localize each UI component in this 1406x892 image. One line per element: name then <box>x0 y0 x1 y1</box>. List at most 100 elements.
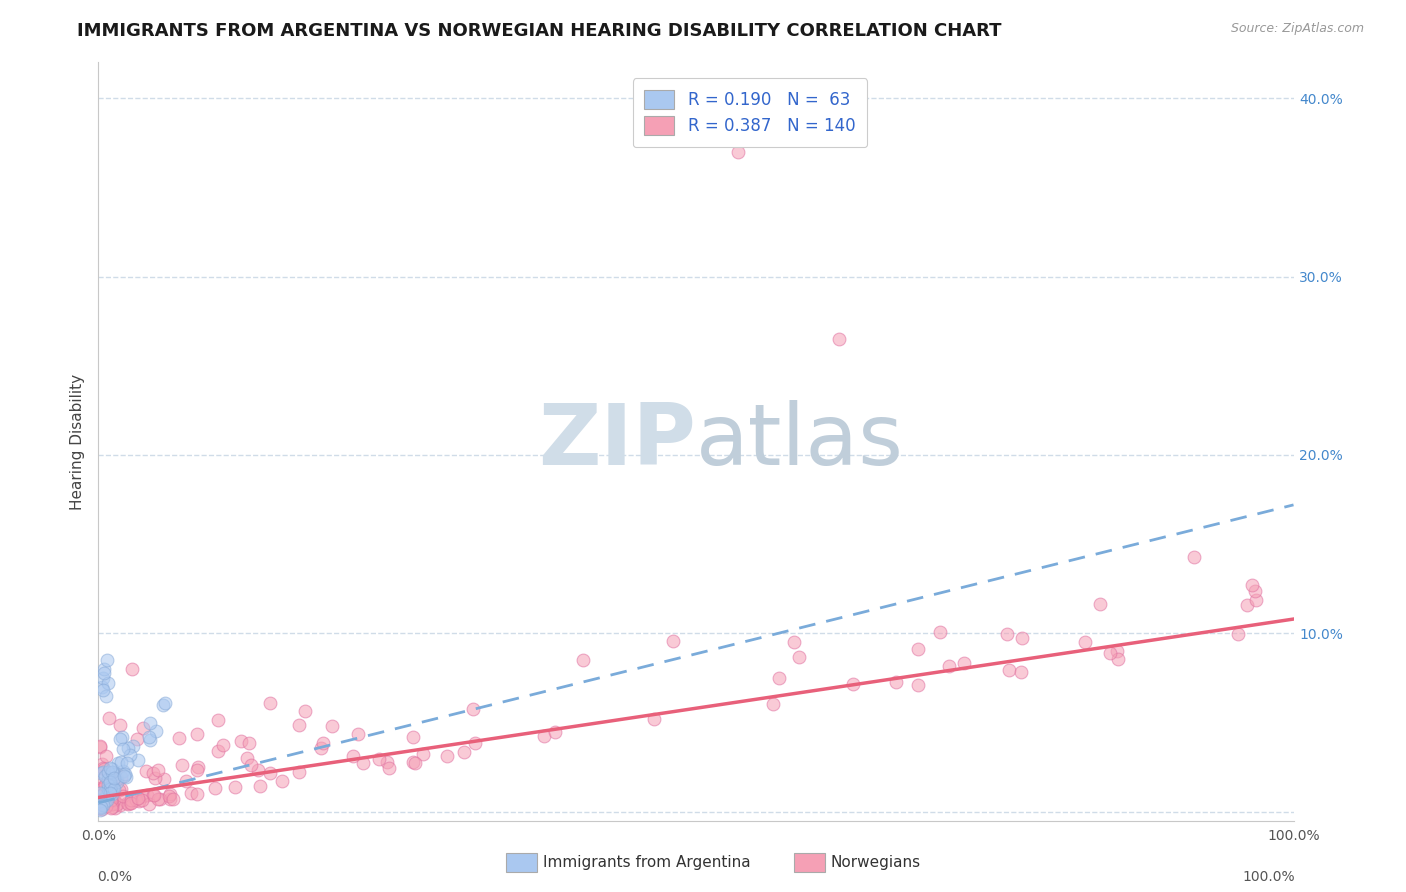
Point <box>117 797 139 811</box>
Point <box>91 802 114 816</box>
Point <box>111 730 134 744</box>
Point <box>105 772 128 787</box>
Point <box>143 771 166 785</box>
Point <box>107 756 129 770</box>
Point <box>247 763 270 777</box>
Point <box>118 797 141 811</box>
Point <box>103 766 125 780</box>
Point <box>1107 651 1129 665</box>
Point <box>94 794 117 808</box>
Point <box>149 791 172 805</box>
Point <box>96 749 118 764</box>
Point <box>155 696 177 710</box>
Text: 0.0%: 0.0% <box>97 870 132 884</box>
Point <box>142 766 165 780</box>
Point <box>1010 665 1032 680</box>
Point <box>157 789 180 804</box>
Point <box>98 774 121 789</box>
Point <box>187 760 209 774</box>
Point <box>139 715 162 730</box>
Point <box>103 780 125 794</box>
Point <box>96 653 118 667</box>
Point <box>97 764 120 779</box>
Point <box>127 731 149 746</box>
Point <box>108 718 131 732</box>
Point <box>367 752 389 766</box>
Point <box>104 801 127 815</box>
Point <box>100 780 122 794</box>
Point <box>533 729 555 743</box>
Point <box>402 756 425 770</box>
Point <box>93 765 115 780</box>
Point <box>90 765 112 780</box>
Point <box>97 781 120 796</box>
Point <box>1244 584 1267 599</box>
Point <box>352 756 374 771</box>
Point <box>94 769 117 783</box>
Point <box>1246 592 1268 607</box>
Point <box>207 744 229 758</box>
Text: 100.0%: 100.0% <box>1241 870 1295 884</box>
Point <box>180 785 202 799</box>
Point <box>94 689 117 703</box>
Point <box>94 778 117 792</box>
Point <box>89 739 111 753</box>
Point <box>91 683 114 698</box>
Point <box>259 696 281 710</box>
Point <box>127 791 149 805</box>
Point <box>288 764 311 779</box>
Text: IMMIGRANTS FROM ARGENTINA VS NORWEGIAN HEARING DISABILITY CORRELATION CHART: IMMIGRANTS FROM ARGENTINA VS NORWEGIAN H… <box>77 22 1002 40</box>
Point <box>135 764 157 778</box>
Point <box>105 774 128 789</box>
Point <box>91 798 114 813</box>
Point <box>464 736 486 750</box>
Point <box>907 677 929 691</box>
Point <box>212 738 235 752</box>
Point <box>259 765 281 780</box>
Point <box>93 792 115 806</box>
Point <box>571 653 593 667</box>
Point <box>762 698 785 712</box>
Point <box>727 145 749 159</box>
Point <box>412 747 434 761</box>
Point <box>101 800 124 814</box>
Point <box>136 788 159 802</box>
Point <box>89 800 111 814</box>
Point <box>98 789 121 804</box>
Point <box>139 733 162 747</box>
Point <box>186 763 208 777</box>
Point <box>240 757 263 772</box>
Point <box>121 662 143 676</box>
Point <box>125 793 148 807</box>
Point <box>1088 597 1111 611</box>
Point <box>138 731 160 745</box>
Point <box>544 725 567 739</box>
Point <box>661 633 683 648</box>
Point <box>97 778 120 792</box>
Point <box>170 758 193 772</box>
Point <box>375 755 398 769</box>
Point <box>105 797 128 811</box>
Point <box>186 787 208 801</box>
Point <box>112 789 135 803</box>
Point <box>1074 635 1097 649</box>
Point <box>378 761 401 775</box>
Point <box>938 659 960 673</box>
Point <box>132 721 155 735</box>
Point <box>97 780 120 795</box>
Point <box>101 797 124 811</box>
Point <box>186 727 208 741</box>
Point <box>162 792 184 806</box>
Point <box>98 781 121 796</box>
Point <box>229 733 252 747</box>
Point <box>89 794 111 808</box>
Point <box>1011 631 1033 645</box>
Point <box>453 745 475 759</box>
Point <box>100 800 122 814</box>
Point <box>94 789 117 803</box>
Point <box>294 704 316 718</box>
Point <box>146 791 169 805</box>
Point <box>97 711 120 725</box>
Point <box>288 718 311 732</box>
Point <box>108 731 131 746</box>
